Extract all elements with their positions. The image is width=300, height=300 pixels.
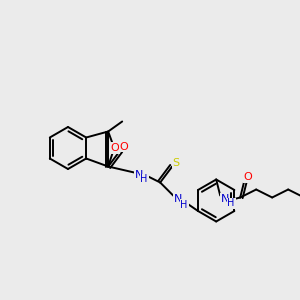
Text: S: S (172, 158, 180, 167)
Text: N: N (135, 169, 143, 179)
Text: N: N (174, 194, 182, 205)
Text: O: O (120, 142, 129, 152)
Text: H: H (227, 199, 235, 208)
Text: O: O (111, 143, 120, 153)
Text: N: N (221, 194, 230, 203)
Text: O: O (244, 172, 253, 182)
Text: H: H (181, 200, 188, 209)
Text: H: H (140, 175, 148, 184)
